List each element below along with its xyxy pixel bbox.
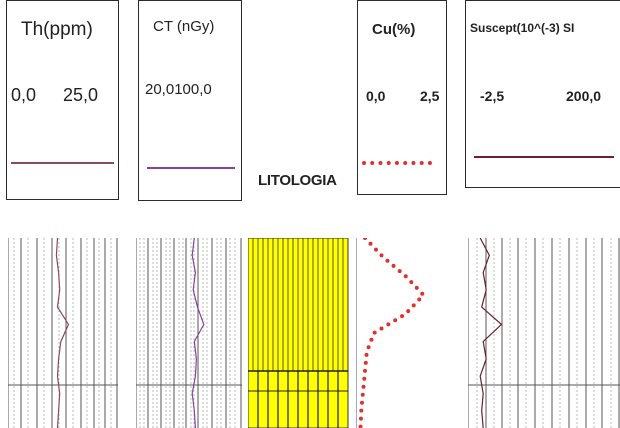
ct-curve [191, 238, 205, 428]
ct-range: 20,0100,0 [145, 81, 212, 98]
sus-title: Suscept(10^(-3) SI [470, 21, 575, 35]
ct-legend-line [147, 167, 235, 169]
th-track [8, 238, 118, 428]
sus-track-plot [468, 238, 620, 428]
ct-track-plot [136, 238, 242, 428]
th-title: Th(ppm) [21, 19, 93, 40]
cu-title: Cu(%) [372, 21, 416, 38]
sus-header: Suscept(10^(-3) SI -2,5 200,0 [465, 0, 620, 188]
cu-track [356, 238, 446, 428]
th-track-plot [8, 238, 118, 428]
cu-track-plot [356, 238, 427, 428]
ct-title: CT (nGy) [153, 18, 215, 35]
ct-track [136, 238, 242, 428]
th-curve [55, 238, 70, 428]
cu-header: Cu(%) 0,0 2,5 [357, 0, 447, 195]
sus-curve [479, 238, 503, 428]
th-min: 0,0 [11, 85, 37, 105]
cu-curve [358, 238, 427, 428]
sus-min: -2,5 [480, 88, 505, 104]
lithology-column [248, 238, 349, 428]
cu-max: 2,5 [420, 88, 440, 104]
th-header: Th(ppm) 0,0 25,0 [6, 0, 119, 200]
cu-legend-line [362, 161, 432, 165]
sus-legend-line [474, 156, 614, 158]
th-max: 25,0 [63, 85, 99, 105]
ct-header: CT (nGy) 20,0100,0 [138, 0, 242, 201]
cu-min: 0,0 [366, 88, 386, 104]
lithology-track [248, 238, 351, 428]
sus-track [468, 238, 620, 428]
lithology-label: LITOLOGIA [258, 172, 337, 189]
th-legend-line [11, 162, 114, 164]
sus-max: 200,0 [566, 88, 602, 104]
